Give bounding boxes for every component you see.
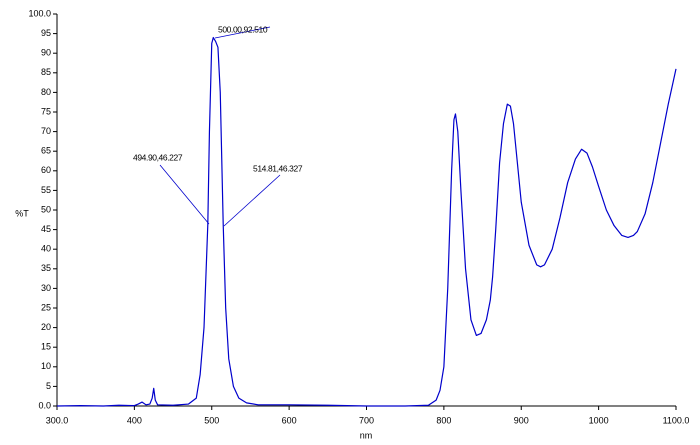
y-tick-label: 95 (41, 28, 51, 38)
y-tick-label: 15 (41, 342, 51, 352)
y-tick-label: 20 (41, 322, 51, 332)
y-tick-label: 75 (41, 106, 51, 116)
x-axis-label: nm (360, 430, 373, 440)
y-tick-label: 35 (41, 263, 51, 273)
x-tick-label: 500 (204, 415, 219, 425)
annotation-leader (159, 164, 210, 225)
y-tick-label: 100.0 (28, 8, 51, 18)
x-tick-label: 300.0 (46, 415, 69, 425)
x-tick-label: 800 (436, 415, 451, 425)
y-tick-label: 85 (41, 67, 51, 77)
x-tick-label: 1100.0 (663, 415, 690, 425)
y-tick-label: 90 (41, 48, 51, 58)
y-tick-label: 80 (41, 87, 51, 97)
annotation: 514.81,46.327 (253, 163, 303, 173)
y-tick-label: 55 (41, 185, 51, 195)
y-tick-label: 5 (46, 381, 51, 391)
y-tick-label: 65 (41, 146, 51, 156)
x-tick-label: 600 (282, 415, 297, 425)
y-tick-label: 40 (41, 244, 51, 254)
y-tick-label: 0.0 (38, 400, 51, 410)
x-tick-label: 900 (514, 415, 529, 425)
annotation: 500.00,92.510 (218, 24, 268, 34)
y-tick-label: 25 (41, 302, 51, 312)
x-tick-label: 700 (359, 415, 374, 425)
y-axis-label: %T (15, 208, 29, 218)
y-tick-label: 30 (41, 283, 51, 293)
y-tick-label: 45 (41, 224, 51, 234)
y-tick-label: 60 (41, 165, 51, 175)
annotation-leader (214, 26, 271, 39)
annotation: 494.90,46.227 (133, 152, 183, 162)
x-tick-label: 400 (127, 415, 142, 425)
annotation-leader (223, 174, 281, 227)
x-tick-label: 1000 (589, 415, 609, 425)
y-tick-label: 10 (41, 361, 51, 371)
spectrum-line (56, 36, 677, 407)
y-tick-label: 50 (41, 204, 51, 214)
y-tick-label: 70 (41, 126, 51, 136)
